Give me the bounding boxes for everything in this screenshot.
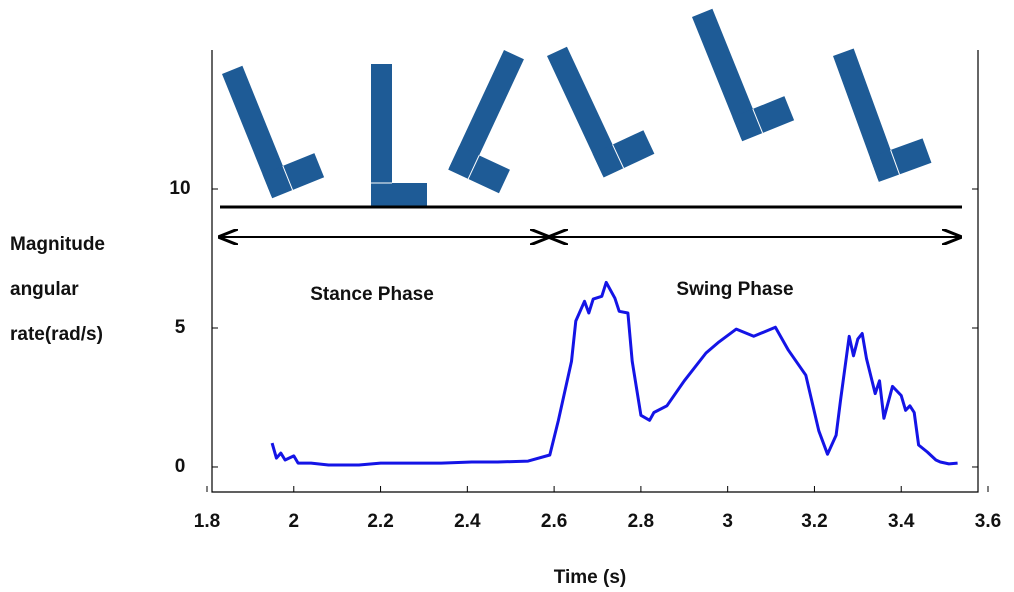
y-tick-label: 5 bbox=[175, 317, 186, 338]
foot-icon bbox=[833, 48, 932, 182]
y-tick-label: 10 bbox=[169, 178, 190, 199]
x-tick-label: 1.8 bbox=[194, 511, 220, 532]
x-tick-label: 2 bbox=[288, 511, 299, 532]
x-tick-label: 3 bbox=[722, 511, 733, 532]
data-line bbox=[270, 280, 958, 467]
x-tick-label: 2.6 bbox=[541, 511, 567, 532]
y-axis-label: rate(rad/s) bbox=[10, 324, 103, 345]
axes-frame bbox=[211, 50, 979, 493]
x-tick-label: 3.2 bbox=[801, 511, 827, 532]
x-tick-label: 2.4 bbox=[454, 511, 481, 532]
x-tick-label: 2.8 bbox=[628, 511, 654, 532]
x-tick-label: 3.4 bbox=[888, 511, 915, 532]
annotation: Stance Phase bbox=[310, 284, 434, 305]
y-axis-label: angular bbox=[10, 279, 79, 300]
x-tick-label: 3.6 bbox=[975, 511, 1001, 532]
x-tick-label: 2.2 bbox=[367, 511, 393, 532]
foot-icon bbox=[547, 46, 655, 178]
annotation: Swing Phase bbox=[676, 279, 793, 300]
foot-icon bbox=[448, 50, 524, 194]
foot-icons bbox=[222, 8, 932, 208]
x-axis-label: Time (s) bbox=[554, 567, 627, 588]
y-tick-label: 0 bbox=[175, 456, 186, 477]
foot-icon bbox=[222, 65, 325, 199]
foot-icon bbox=[692, 8, 795, 142]
foot-icon bbox=[371, 64, 427, 208]
y-axis-label: Magnitude bbox=[10, 234, 105, 255]
